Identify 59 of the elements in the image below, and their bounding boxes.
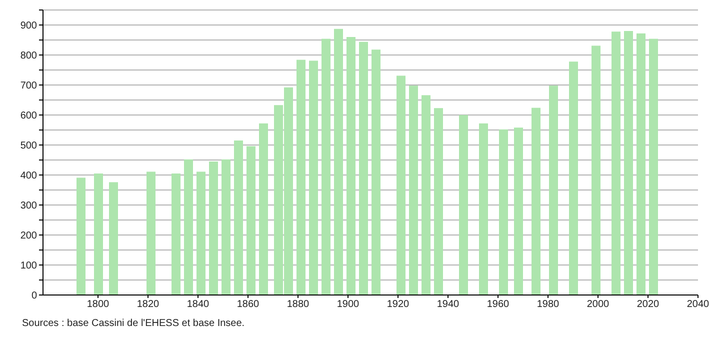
bar <box>296 60 306 295</box>
bar <box>409 86 418 295</box>
x-tick-label: 2000 <box>586 299 610 310</box>
y-tick-label: 800 <box>20 50 38 62</box>
x-tick-label: 1860 <box>236 299 260 310</box>
x-tick-label: 1800 <box>86 299 110 310</box>
x-tick-label: 1820 <box>136 299 160 310</box>
x-tick-label: 2020 <box>636 299 660 310</box>
x-tick-label: 1940 <box>436 299 460 310</box>
bar <box>459 115 468 295</box>
bar <box>396 76 406 295</box>
y-tick-label: 500 <box>20 140 38 152</box>
bar <box>549 86 558 295</box>
bar <box>146 172 156 295</box>
bar <box>322 38 330 295</box>
bar <box>346 37 356 295</box>
bar <box>499 129 508 295</box>
bar <box>309 60 318 295</box>
bar <box>612 32 620 295</box>
bar <box>222 159 230 295</box>
y-tick-label: 700 <box>20 80 38 92</box>
bar <box>209 162 218 295</box>
bar <box>234 140 243 295</box>
bar <box>532 108 540 295</box>
x-tick-label: 1920 <box>386 299 410 310</box>
bar <box>372 50 380 295</box>
bar <box>94 174 103 295</box>
bar <box>76 178 86 295</box>
bar <box>592 46 600 295</box>
y-tick-label: 100 <box>20 260 38 272</box>
x-tick-label: 1980 <box>536 299 560 310</box>
bar <box>184 159 193 295</box>
y-tick-label: 0 <box>31 290 38 302</box>
bar <box>434 108 443 295</box>
bar <box>422 95 430 295</box>
x-tick-label: 1840 <box>186 299 210 310</box>
bar <box>649 38 658 295</box>
bar <box>109 182 118 295</box>
bar <box>259 123 268 295</box>
bar <box>334 28 343 295</box>
bar <box>359 42 368 295</box>
bar <box>196 172 206 295</box>
x-tick-label: 1880 <box>286 299 310 310</box>
bar <box>624 31 633 295</box>
y-tick-label: 200 <box>20 230 38 242</box>
bar <box>172 174 180 295</box>
x-tick-label: 2040 <box>686 299 710 310</box>
source-note: Sources : base Cassini de l'EHESS et base Insee. <box>22 318 245 329</box>
y-tick-label: 600 <box>20 110 38 122</box>
y-tick-label: 300 <box>20 200 38 212</box>
y-tick-label: 400 <box>20 170 38 182</box>
x-tick-label: 1960 <box>486 299 510 310</box>
y-tick-label: 900 <box>20 20 38 32</box>
bar <box>246 146 256 295</box>
bar <box>514 128 523 295</box>
bar <box>569 62 578 295</box>
bar <box>636 33 646 295</box>
x-tick-label: 1900 <box>336 299 360 310</box>
bar <box>479 123 488 295</box>
